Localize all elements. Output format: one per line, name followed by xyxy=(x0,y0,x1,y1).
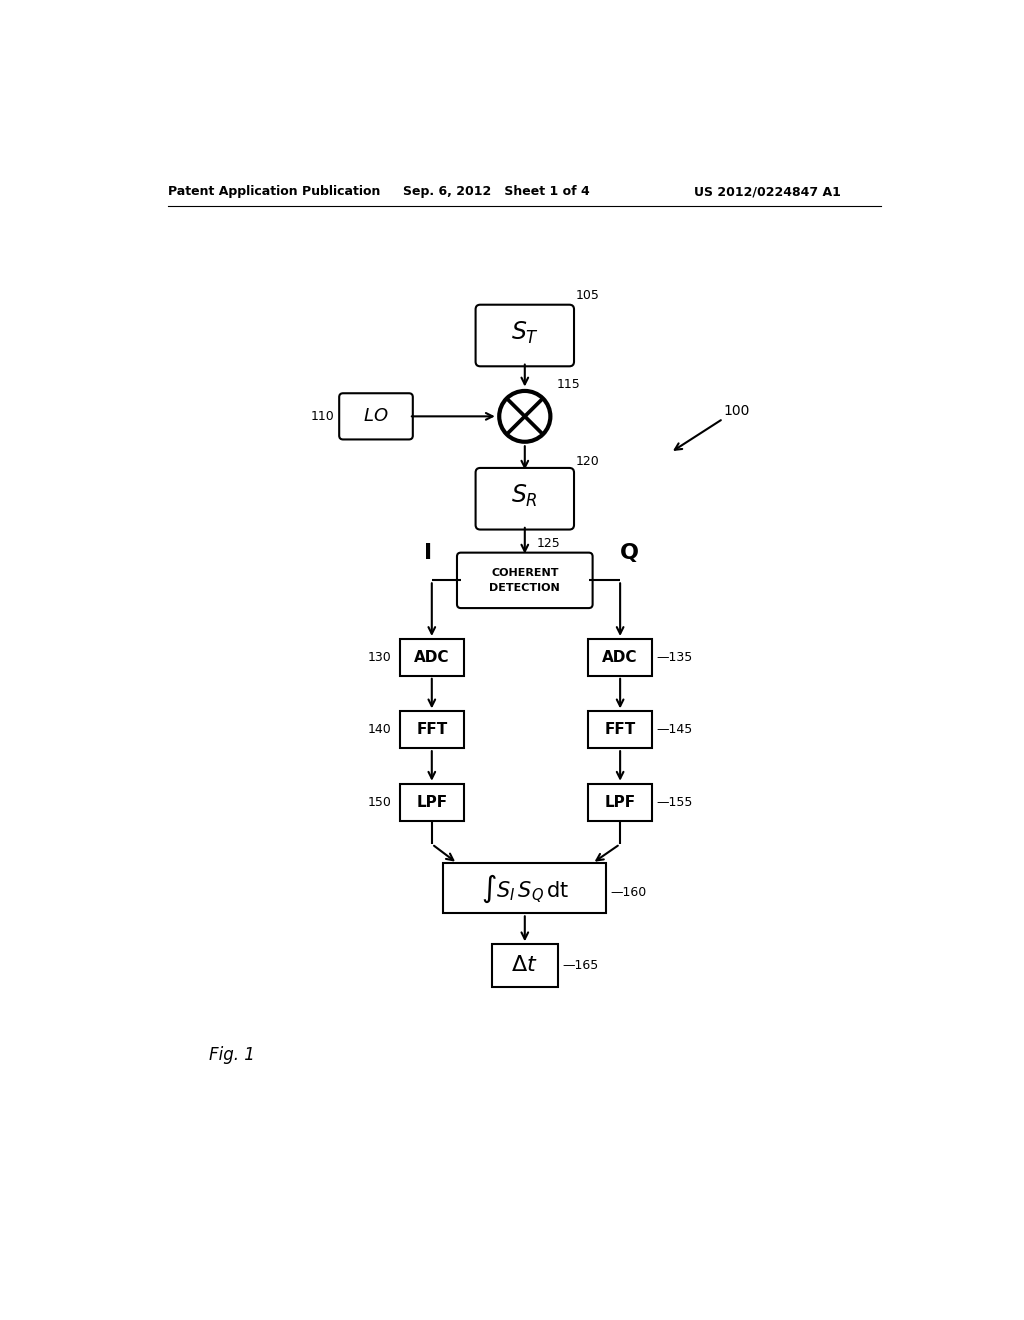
Text: $LO$: $LO$ xyxy=(364,408,389,425)
Text: I: I xyxy=(424,544,432,564)
Bar xyxy=(400,711,464,748)
Text: 100: 100 xyxy=(723,404,750,418)
Bar xyxy=(589,639,652,676)
Text: 140: 140 xyxy=(368,723,391,737)
Text: —145: —145 xyxy=(656,723,693,737)
Text: —160: —160 xyxy=(611,886,647,899)
Text: Fig. 1: Fig. 1 xyxy=(209,1047,255,1064)
Text: LPF: LPF xyxy=(604,795,636,809)
Text: 130: 130 xyxy=(368,651,391,664)
Text: 115: 115 xyxy=(557,378,581,391)
Bar xyxy=(492,944,558,986)
FancyBboxPatch shape xyxy=(339,393,413,440)
Circle shape xyxy=(500,391,550,442)
Text: DETECTION: DETECTION xyxy=(489,583,560,593)
Text: COHERENT: COHERENT xyxy=(492,569,558,578)
Text: $S_T$: $S_T$ xyxy=(511,319,539,346)
FancyBboxPatch shape xyxy=(475,305,574,367)
Text: $S_R$: $S_R$ xyxy=(511,483,539,508)
FancyBboxPatch shape xyxy=(457,553,593,609)
Bar xyxy=(589,711,652,748)
Text: 125: 125 xyxy=(537,537,560,550)
Text: 120: 120 xyxy=(575,455,599,469)
Text: 105: 105 xyxy=(575,289,599,302)
Bar xyxy=(400,784,464,821)
Text: US 2012/0224847 A1: US 2012/0224847 A1 xyxy=(693,185,841,198)
Text: FFT: FFT xyxy=(416,722,447,738)
Text: —155: —155 xyxy=(656,796,693,809)
Text: $\int S_I\,S_Q\,\mathrm{dt}$: $\int S_I\,S_Q\,\mathrm{dt}$ xyxy=(480,873,569,904)
Text: $\Delta t$: $\Delta t$ xyxy=(511,956,539,975)
Text: ADC: ADC xyxy=(602,649,638,665)
Text: LPF: LPF xyxy=(416,795,447,809)
Bar xyxy=(400,639,464,676)
Text: FFT: FFT xyxy=(604,722,636,738)
Text: ADC: ADC xyxy=(414,649,450,665)
Text: Patent Application Publication: Patent Application Publication xyxy=(168,185,381,198)
Bar xyxy=(589,784,652,821)
Text: 150: 150 xyxy=(368,796,391,809)
Text: —135: —135 xyxy=(656,651,693,664)
Text: Q: Q xyxy=(620,544,639,564)
Text: —165: —165 xyxy=(562,958,599,972)
FancyBboxPatch shape xyxy=(475,469,574,529)
Bar xyxy=(443,863,606,913)
Text: 110: 110 xyxy=(310,409,334,422)
Text: Sep. 6, 2012   Sheet 1 of 4: Sep. 6, 2012 Sheet 1 of 4 xyxy=(403,185,590,198)
